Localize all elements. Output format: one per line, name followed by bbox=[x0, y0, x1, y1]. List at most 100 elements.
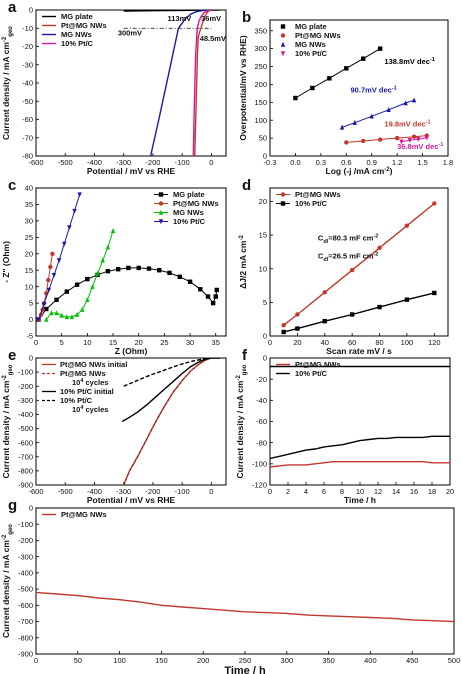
series-line bbox=[295, 48, 381, 99]
panel-label: b bbox=[242, 9, 251, 26]
y-axis-label-sup: -2 bbox=[2, 36, 8, 42]
x-tick-label: -200 bbox=[145, 158, 160, 167]
x-tick-label: -400 bbox=[87, 158, 102, 167]
y-tick-label: -120 bbox=[252, 481, 267, 490]
series-pt-mg-nws bbox=[36, 591, 454, 623]
plot-area bbox=[121, 358, 221, 485]
legend-swatch-marker bbox=[158, 209, 164, 215]
data-point bbox=[295, 326, 300, 331]
x-tick-label: 450 bbox=[406, 656, 419, 665]
legend-label: Pt@MG NWs bbox=[60, 369, 106, 378]
y-axis-label-sup: -2 bbox=[2, 375, 8, 381]
data-point bbox=[187, 279, 193, 284]
data-point bbox=[210, 300, 216, 306]
y-tick-label: -700 bbox=[18, 617, 33, 626]
series-line bbox=[401, 137, 427, 143]
x-tick-label: 0 bbox=[34, 338, 38, 347]
series-10-pt-c bbox=[36, 192, 82, 323]
legend-label: Pt@MG NWs bbox=[295, 190, 341, 199]
data-point bbox=[74, 282, 80, 287]
x-tick-label: 500 bbox=[448, 656, 461, 665]
annotation-sup: -1 bbox=[438, 142, 443, 148]
legend-label-text: 10% Pt/C initial bbox=[60, 387, 114, 396]
annotation-text: 36mV bbox=[201, 14, 221, 23]
y-tick-label: 25 bbox=[25, 233, 33, 242]
data-point bbox=[85, 276, 90, 282]
data-point bbox=[167, 270, 172, 276]
legend-label: Pt@MG NWs bbox=[61, 21, 107, 30]
plot-frame bbox=[269, 19, 449, 157]
y-tick-label: -100 bbox=[252, 459, 267, 468]
annotation-text: C bbox=[318, 233, 324, 242]
y-tick-label: 100 bbox=[254, 116, 267, 125]
data-point bbox=[310, 85, 315, 91]
data-point bbox=[54, 297, 59, 303]
x-tick-label: 16 bbox=[410, 487, 418, 496]
annotation: 19.8mV dec-1 bbox=[384, 120, 430, 129]
x-tick-label: 0 bbox=[268, 338, 272, 347]
data-point bbox=[377, 304, 382, 310]
panel-label: c bbox=[8, 177, 16, 194]
y-tick-label: 300 bbox=[254, 44, 267, 53]
x-axis-label: Potential / mV vs RHE bbox=[87, 495, 176, 505]
annotation-sup: -1 bbox=[392, 85, 397, 91]
data-point bbox=[432, 290, 437, 296]
x-tick-label: 15 bbox=[109, 338, 117, 347]
data-point bbox=[62, 241, 67, 247]
x-axis-label-text: Time / h bbox=[344, 495, 376, 505]
annotation-sup: -2 bbox=[373, 252, 378, 258]
y-tick-label: -20 bbox=[256, 375, 267, 384]
x-axis-label: Log (-j /mA cm-2) bbox=[326, 166, 393, 176]
data-point bbox=[46, 277, 51, 283]
x-axis-label-text: Time / h bbox=[224, 665, 266, 674]
annotation-text: 19.8mV dec bbox=[384, 120, 425, 129]
data-point bbox=[85, 297, 90, 303]
data-point bbox=[46, 287, 52, 293]
data-point bbox=[322, 319, 327, 324]
y-axis-label-text: Current density / mA cm bbox=[1, 540, 11, 638]
y-tick-label: 0 bbox=[263, 152, 267, 161]
y-axis-label-text: - Z'' (Ohm) bbox=[1, 241, 11, 283]
panel-d: d 0 20 40 60 80 100 120 0 5 10 15 20 Scan rate mV / s… bbox=[238, 177, 449, 356]
y-axis-label-sub: geo bbox=[242, 364, 248, 375]
y-axis-label: - Z'' (Ohm) bbox=[1, 241, 11, 283]
legend-label: 10% Pt/C bbox=[295, 369, 328, 378]
x-tick-label: -400 bbox=[87, 487, 102, 496]
legend-swatch-marker bbox=[158, 219, 164, 225]
data-point bbox=[361, 56, 366, 61]
annotation-text: C bbox=[318, 252, 324, 261]
legend-label: 10% Pt/C bbox=[61, 39, 94, 48]
annotation: 90.7mV dec-1 bbox=[351, 85, 397, 94]
data-point bbox=[377, 46, 383, 51]
y-tick-label: -800 bbox=[18, 466, 33, 475]
data-point bbox=[41, 302, 46, 308]
y-tick-label: 0 bbox=[29, 6, 33, 15]
x-tick-label: 14 bbox=[392, 487, 400, 496]
data-point bbox=[281, 323, 286, 328]
series-line bbox=[270, 461, 450, 468]
y-tick-label: 10 bbox=[259, 264, 267, 273]
y-tick-label: 0 bbox=[29, 315, 33, 324]
x-tick-label: 0 bbox=[34, 656, 38, 665]
data-point bbox=[213, 294, 218, 299]
x-tick-label: 2 bbox=[286, 487, 290, 496]
annotation-text: 138.8mV dec bbox=[384, 57, 429, 66]
annotation: 48.5mV bbox=[200, 34, 226, 43]
data-point bbox=[95, 270, 100, 276]
legend: Pt@MG NWs bbox=[42, 510, 107, 519]
plot-area bbox=[123, 10, 221, 156]
y-tick-label: -300 bbox=[18, 552, 33, 561]
x-axis-label: Scan rate mV / s bbox=[326, 346, 392, 356]
panel-label: g bbox=[8, 497, 17, 514]
y-axis-label-sup: -2 bbox=[2, 534, 8, 540]
x-tick-label: 6 bbox=[322, 487, 326, 496]
y-tick-label: -800 bbox=[18, 633, 33, 642]
annotation-sup: -2 bbox=[373, 233, 378, 239]
y-tick-label: 50 bbox=[259, 134, 267, 143]
y-axis-label-sup: -2 bbox=[239, 235, 245, 241]
data-point bbox=[51, 272, 57, 278]
x-tick-label: 0 bbox=[268, 487, 272, 496]
legend-label-rest: cycles bbox=[83, 378, 108, 387]
